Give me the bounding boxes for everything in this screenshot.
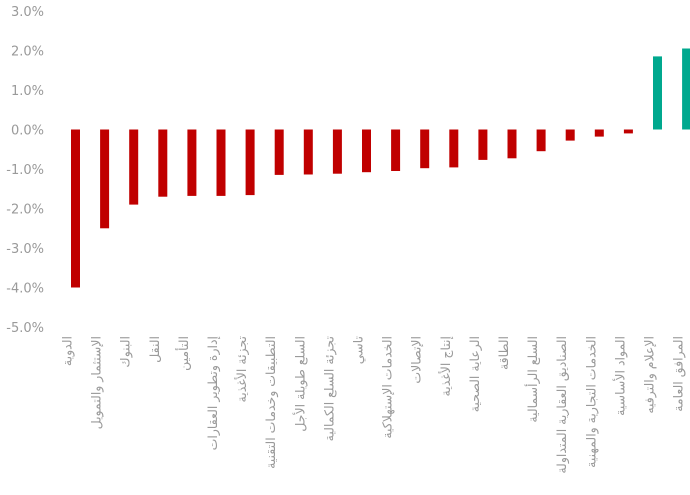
bar bbox=[391, 129, 401, 171]
bar bbox=[158, 129, 168, 197]
bar bbox=[653, 56, 662, 130]
y-tick-label: 0.0% bbox=[11, 124, 44, 139]
category-label: السلع طويلة الأجل bbox=[292, 336, 308, 432]
category-label: الخدمات الإستهلاكية bbox=[380, 336, 396, 439]
bar bbox=[303, 129, 313, 175]
category-label: الصناديق العقارية المتداولة bbox=[554, 336, 570, 474]
bars bbox=[71, 48, 690, 288]
y-tick-label: 3.0% bbox=[11, 5, 44, 20]
category-label: إنتاج الأغذية bbox=[438, 336, 453, 396]
bar bbox=[449, 129, 459, 168]
bar bbox=[682, 48, 690, 130]
category-label: تجزئة الأغذية bbox=[234, 335, 250, 402]
bar bbox=[100, 129, 110, 229]
category-label: الرعاية الصحية bbox=[467, 336, 483, 412]
y-tick-label: -4.0% bbox=[6, 282, 44, 297]
category-label: الإتصالات bbox=[409, 336, 424, 384]
category-label: الإستثمار والتمويل bbox=[89, 336, 105, 429]
bar bbox=[362, 129, 371, 173]
category-label: الإعلام والترفيه bbox=[642, 336, 658, 414]
category-label: الدوية bbox=[60, 336, 76, 366]
bar bbox=[274, 129, 284, 175]
category-labels: الدوية الإستثمار والتمويل البنوك النقل التأم… bbox=[60, 335, 687, 473]
bar bbox=[187, 129, 197, 196]
bar bbox=[420, 129, 430, 169]
bar bbox=[536, 129, 546, 152]
category-label: إدارة وتطوير العقارات bbox=[205, 336, 221, 450]
category-label: البنوك bbox=[118, 336, 134, 368]
category-label: السلع الرأسمالية bbox=[524, 336, 541, 423]
y-tick-label: -1.0% bbox=[6, 163, 44, 178]
category-label: تاسي bbox=[351, 335, 366, 364]
y-tick-label: 1.0% bbox=[11, 84, 44, 99]
category-label: المواد الأساسية bbox=[612, 336, 628, 416]
category-label: التأمين bbox=[175, 336, 192, 371]
bar bbox=[71, 129, 80, 288]
y-tick-label: -5.0% bbox=[6, 321, 44, 336]
bar bbox=[565, 129, 575, 141]
category-label: التطبيقات وخدمات التقنية bbox=[263, 336, 279, 469]
bar bbox=[478, 129, 488, 160]
category-label: تجزئة السلع الكمالية bbox=[321, 335, 337, 441]
category-label: النقل bbox=[147, 336, 162, 363]
bar bbox=[623, 129, 633, 134]
bar bbox=[332, 129, 342, 174]
y-axis: 3.0% 2.0% 1.0% 0.0% -1.0% -2.0% -3.0% -4.0% -5.0… bbox=[6, 5, 44, 336]
y-tick-label: -2.0% bbox=[6, 203, 44, 218]
category-label: الطاقة bbox=[496, 336, 511, 370]
y-tick-label: 2.0% bbox=[11, 45, 44, 60]
bar bbox=[129, 129, 139, 205]
bar bbox=[216, 129, 226, 196]
y-tick-label: -3.0% bbox=[6, 242, 44, 257]
category-label: الخدمات التجارية والمهنية bbox=[583, 336, 599, 468]
bar bbox=[594, 129, 604, 137]
category-label: المرافق العامة bbox=[671, 336, 687, 412]
bar bbox=[245, 129, 255, 196]
bar bbox=[507, 129, 517, 159]
